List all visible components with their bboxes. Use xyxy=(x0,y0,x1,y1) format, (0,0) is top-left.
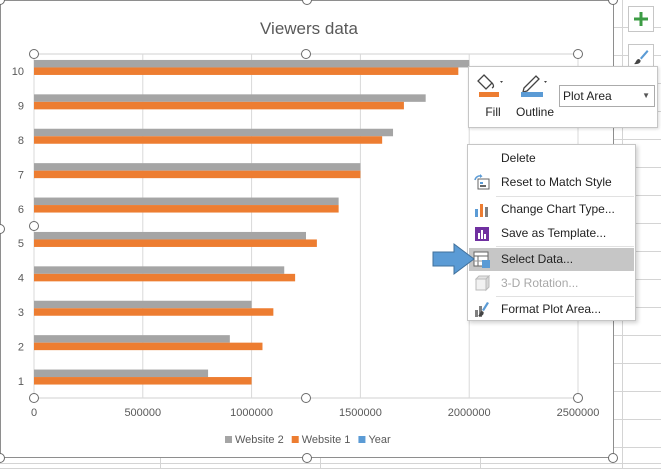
y-tick-label: 4 xyxy=(18,273,24,285)
y-tick-label: 1 xyxy=(18,376,24,388)
bar-website-1[interactable] xyxy=(34,136,383,144)
x-tick-label: 1500000 xyxy=(339,407,382,419)
fill-color-swatch xyxy=(479,92,499,97)
resize-handle-top[interactable] xyxy=(301,49,311,59)
menu-item-label: Save as Template... xyxy=(501,226,607,240)
y-tick-label: 6 xyxy=(18,204,24,216)
menu-separator xyxy=(496,196,634,197)
legend[interactable]: Website 2 Website 1 Year xyxy=(225,434,391,446)
bar-website-1[interactable] xyxy=(34,273,296,282)
resize-handle-top-right[interactable] xyxy=(573,49,583,59)
fill-label: Fill xyxy=(485,105,501,119)
chart-elements-button[interactable] xyxy=(628,6,654,32)
bar-website-2[interactable] xyxy=(34,231,306,240)
chart-handle-bottom-right[interactable] xyxy=(608,453,618,463)
paint-bucket-icon xyxy=(477,74,503,97)
legend-swatch xyxy=(291,436,299,443)
legend-entry: Website 2 xyxy=(235,434,284,446)
y-tick-label: 9 xyxy=(18,101,24,113)
plus-icon xyxy=(634,12,648,26)
bar-website-1[interactable] xyxy=(34,101,404,110)
legend-entry: Website 1 xyxy=(302,434,351,446)
arrow-pointer-icon xyxy=(432,243,475,275)
context-menu: Delete Reset to Match Style Change Chart… xyxy=(467,144,636,321)
bar-website-2[interactable] xyxy=(34,369,209,378)
mini-toolbar: Fill Outline Plot Area ▼ xyxy=(468,66,658,128)
menu-item-reset-to-match-style[interactable]: Reset to Match Style xyxy=(469,171,634,194)
x-tick-label: 2500000 xyxy=(557,407,600,419)
chart-type-icon xyxy=(475,204,488,217)
y-axis-labels: 1 2 3 4 5 6 7 8 9 10 xyxy=(12,66,24,388)
chart-element-value: Plot Area xyxy=(563,89,612,103)
chart-element-select[interactable]: Plot Area ▼ xyxy=(559,85,655,107)
menu-item-3d-rotation[interactable]: 3-D Rotation... xyxy=(469,272,634,295)
chart-title[interactable]: Viewers data xyxy=(260,19,359,38)
y-tick-label: 10 xyxy=(12,66,24,78)
resize-handle-bottom-left[interactable] xyxy=(29,393,39,403)
x-axis-labels: 0 500000 1000000 1500000 2000000 2500000 xyxy=(31,407,599,419)
template-icon xyxy=(475,227,489,241)
chevron-down-icon: ▼ xyxy=(642,91,650,100)
bar-website-2[interactable] xyxy=(34,300,252,309)
menu-item-label: Format Plot Area... xyxy=(501,302,602,316)
bar-chart[interactable]: Viewers data 1 2 3 4 5 6 7 8 9 10 0 500000 1000000 1… xyxy=(0,0,614,458)
bar-website-1[interactable] xyxy=(34,308,274,316)
resize-handle-top-left[interactable] xyxy=(29,49,39,59)
bars xyxy=(34,59,470,393)
bar-website-2[interactable] xyxy=(34,197,339,206)
bar-website-1[interactable] xyxy=(34,170,361,179)
brush-icon xyxy=(634,50,649,65)
bar-website-1[interactable] xyxy=(34,342,263,351)
bar-website-2[interactable] xyxy=(34,266,285,274)
menu-item-label: 3-D Rotation... xyxy=(501,276,579,290)
y-tick-label: 8 xyxy=(18,135,24,147)
menu-separator xyxy=(496,296,634,297)
select-data-icon xyxy=(473,251,490,268)
menu-item-select-data[interactable]: Select Data... xyxy=(469,248,634,271)
bar-website-2[interactable] xyxy=(34,163,361,171)
x-tick-label: 2000000 xyxy=(448,407,491,419)
bar-website-2[interactable] xyxy=(34,94,426,102)
format-plot-area-icon xyxy=(475,302,489,317)
bar-website-2[interactable] xyxy=(34,59,470,68)
menu-item-save-as-template[interactable]: Save as Template... xyxy=(469,222,634,245)
outline-color-swatch xyxy=(521,92,543,97)
legend-entry: Year xyxy=(368,434,391,446)
menu-item-label: Select Data... xyxy=(501,252,574,266)
menu-item-format-plot-area[interactable]: Format Plot Area... xyxy=(469,298,634,321)
legend-swatch xyxy=(225,436,232,443)
bar-website-1[interactable] xyxy=(34,377,252,385)
reset-style-icon xyxy=(474,174,490,190)
legend-swatch xyxy=(358,436,366,443)
menu-item-label: Reset to Match Style xyxy=(501,175,612,189)
menu-item-change-chart-type[interactable]: Change Chart Type... xyxy=(469,198,634,221)
resize-handle-left[interactable] xyxy=(29,221,39,231)
rotation-3d-icon xyxy=(474,275,491,292)
y-tick-label: 2 xyxy=(18,341,24,353)
menu-item-label: Delete xyxy=(501,151,536,165)
menu-separator xyxy=(496,246,634,247)
fill-button[interactable]: Fill xyxy=(475,71,511,125)
resize-handle-bottom-right[interactable] xyxy=(573,393,583,403)
bar-website-1[interactable] xyxy=(34,205,339,213)
outline-label: Outline xyxy=(515,105,555,119)
pen-outline-icon xyxy=(521,75,547,97)
outline-button[interactable]: Outline xyxy=(512,71,558,125)
menu-item-delete[interactable]: Delete xyxy=(469,147,634,170)
x-tick-label: 1000000 xyxy=(230,407,273,419)
menu-item-label: Change Chart Type... xyxy=(501,202,615,216)
bar-website-1[interactable] xyxy=(34,67,459,75)
y-tick-label: 3 xyxy=(18,307,24,319)
bar-website-2[interactable] xyxy=(34,128,394,137)
chart-styles-button[interactable] xyxy=(628,44,654,70)
chart-handle-bottom[interactable] xyxy=(302,453,312,463)
resize-handle-bottom[interactable] xyxy=(301,393,311,403)
y-tick-label: 5 xyxy=(18,238,24,250)
x-tick-label: 500000 xyxy=(124,407,161,419)
bar-website-2[interactable] xyxy=(34,335,230,343)
x-tick-label: 0 xyxy=(31,407,37,419)
bar-website-1[interactable] xyxy=(34,239,317,247)
y-tick-label: 7 xyxy=(18,169,24,181)
